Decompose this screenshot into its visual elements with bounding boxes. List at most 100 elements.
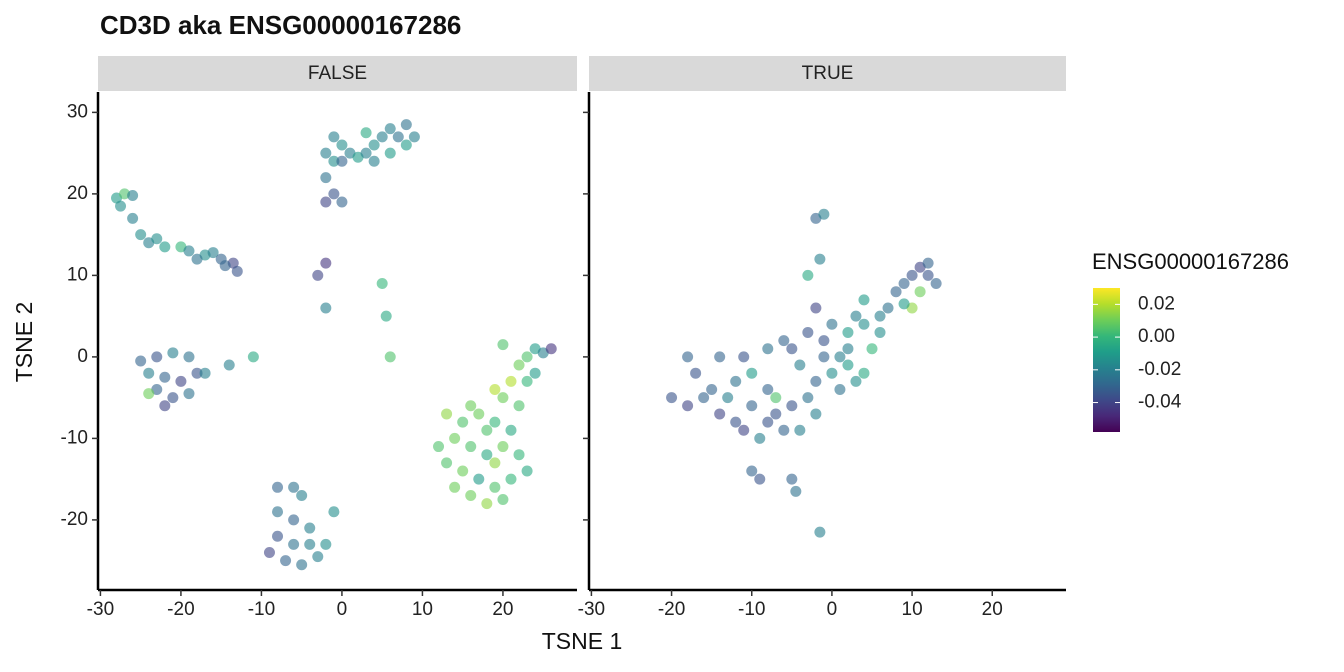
point xyxy=(786,473,798,485)
x-tick-label: 0 xyxy=(827,599,838,620)
point xyxy=(794,424,806,436)
point xyxy=(263,547,275,559)
point xyxy=(513,400,525,412)
point xyxy=(368,139,380,151)
facet-label: FALSE xyxy=(308,63,367,84)
point xyxy=(521,375,533,387)
point xyxy=(296,559,308,571)
point xyxy=(906,269,918,281)
point xyxy=(320,257,332,269)
point xyxy=(505,473,517,485)
point xyxy=(770,392,782,404)
point xyxy=(497,392,509,404)
point xyxy=(882,302,894,314)
facet-label: TRUE xyxy=(802,63,854,84)
point xyxy=(746,400,758,412)
facet-strip xyxy=(98,56,577,91)
point xyxy=(328,131,340,143)
point xyxy=(143,367,155,379)
point xyxy=(384,351,396,363)
point xyxy=(473,473,485,485)
point xyxy=(898,298,910,310)
point xyxy=(818,351,830,363)
point xyxy=(850,310,862,322)
x-tick-label: -30 xyxy=(578,599,605,620)
point xyxy=(219,260,231,272)
point xyxy=(231,265,243,277)
point xyxy=(810,375,822,387)
point xyxy=(738,424,750,436)
point xyxy=(786,400,798,412)
point xyxy=(489,481,501,493)
y-tick-label: -20 xyxy=(61,509,88,530)
point xyxy=(207,247,219,259)
points xyxy=(111,119,557,571)
point xyxy=(914,286,926,298)
point xyxy=(328,506,340,518)
point xyxy=(834,383,846,395)
point xyxy=(384,123,396,135)
point xyxy=(135,229,147,241)
point xyxy=(159,371,171,383)
point xyxy=(722,392,734,404)
point xyxy=(320,172,332,184)
point xyxy=(247,351,259,363)
point xyxy=(521,351,533,363)
point xyxy=(191,253,203,265)
point xyxy=(754,473,766,485)
y-tick-label: -10 xyxy=(61,427,88,448)
point xyxy=(666,392,678,404)
point xyxy=(449,432,461,444)
point xyxy=(199,367,211,379)
point xyxy=(858,318,870,330)
y-tick-label: 10 xyxy=(67,264,88,285)
legend-title: ENSG00000167286 xyxy=(1092,249,1289,274)
point xyxy=(497,339,509,351)
point xyxy=(380,310,392,322)
colorbar xyxy=(1093,288,1120,432)
point xyxy=(834,351,846,363)
colorbar-tick-label: -0.04 xyxy=(1138,392,1182,413)
point xyxy=(135,355,147,367)
point xyxy=(690,367,702,379)
point xyxy=(521,465,533,477)
point xyxy=(682,400,694,412)
point xyxy=(115,200,127,212)
point xyxy=(858,367,870,379)
x-tick-label: -20 xyxy=(167,599,194,620)
point xyxy=(320,147,332,159)
x-tick-label: -20 xyxy=(658,599,685,620)
point xyxy=(376,278,388,290)
point xyxy=(842,343,854,355)
x-tick-label: -10 xyxy=(248,599,275,620)
point xyxy=(714,408,726,420)
x-tick-label: 10 xyxy=(412,599,433,620)
point xyxy=(762,416,774,428)
point xyxy=(127,190,139,202)
point xyxy=(706,383,718,395)
facet-strip xyxy=(589,56,1066,91)
point xyxy=(288,514,300,526)
point xyxy=(312,551,324,563)
point xyxy=(814,526,826,538)
y-tick-label: 30 xyxy=(67,101,88,122)
point xyxy=(336,155,348,167)
point xyxy=(481,424,493,436)
point xyxy=(682,351,694,363)
point xyxy=(818,208,830,220)
point xyxy=(360,127,372,139)
point xyxy=(866,343,878,355)
point xyxy=(762,383,774,395)
point xyxy=(151,351,163,363)
point xyxy=(489,457,501,469)
point xyxy=(778,335,790,347)
point xyxy=(376,131,388,143)
x-tick-label: 10 xyxy=(902,599,923,620)
point xyxy=(497,441,509,453)
colorbar-tick-label: 0.00 xyxy=(1138,326,1175,347)
point xyxy=(320,538,332,550)
chart-title: CD3D aka ENSG00000167286 xyxy=(100,10,461,40)
point xyxy=(312,269,324,281)
point xyxy=(858,294,870,306)
point xyxy=(922,269,934,281)
